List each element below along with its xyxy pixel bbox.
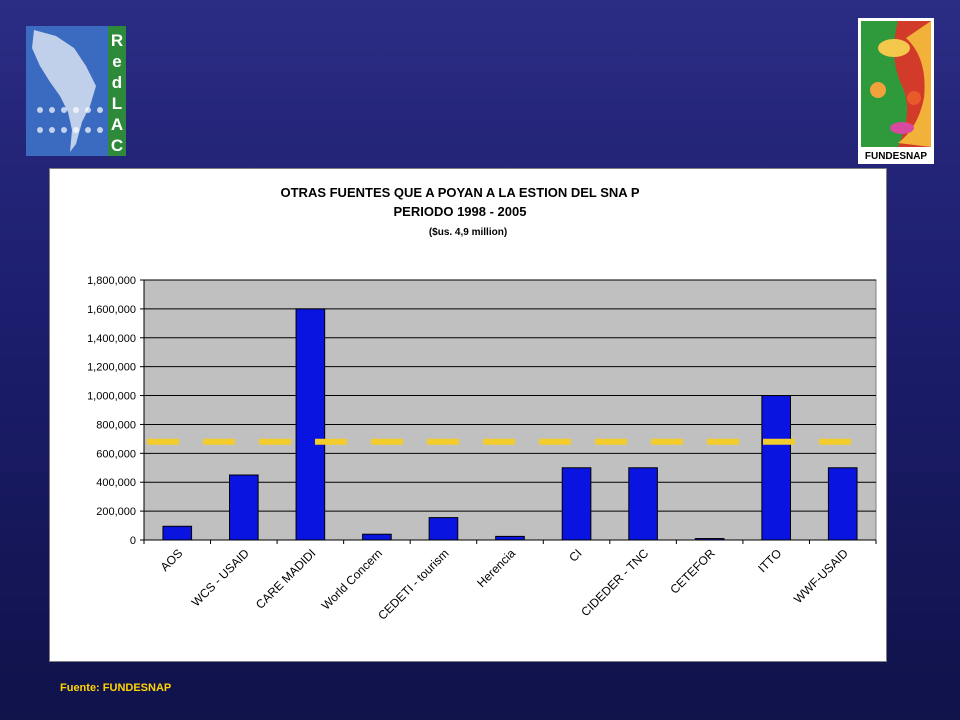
y-tick-label: 1,200,000 [87,362,136,374]
bar-5 [428,517,459,541]
x-tick-label: Herencia [474,546,518,590]
x-tick-label: ITTO [755,546,784,575]
y-tick-label: 0 [130,535,136,547]
y-tick-label: 400,000 [96,477,136,489]
y-tick-label: 1,600,000 [87,304,136,316]
chart-subtitle-2: ($us. 4,9 million) [429,227,507,238]
bar-4 [362,533,392,541]
y-tick-label: 1,400,000 [87,333,136,345]
y-tick-label: 200,000 [96,506,136,518]
y-tick-label: 1,000,000 [87,391,136,403]
chart-title: OTRAS FUENTES QUE A POYAN A LA ESTION DE… [281,185,640,200]
bar-8 [628,467,658,541]
chart-subtitle: PERIODO 1998 - 2005 [394,204,527,219]
x-tick-label: World Concern [319,546,385,612]
bar-2 [229,474,259,541]
x-tick-label: CIDEDER - TNC [578,546,651,619]
bar-chart: OTRAS FUENTES QUE A POYAN A LA ESTION DE… [87,185,877,623]
y-tick-label: 600,000 [96,448,136,460]
x-tick-label: WWF-USAID [791,546,851,606]
bar-3 [295,308,326,541]
fundesnap-logo: FUNDESNAP [858,18,934,164]
svg-text:FUNDESNAP: FUNDESNAP [865,151,928,162]
chart-panel: OTRAS FUENTES QUE A POYAN A LA ESTION DE… [49,168,887,662]
x-tick-label: AOS [158,546,186,574]
x-tick-label: CI [566,546,584,564]
bar-11 [827,467,858,541]
bar-10 [761,395,791,541]
source-note: Fuente: FUNDESNAP [60,682,172,694]
x-tick-label: CETEFOR [667,546,718,597]
y-tick-label: 1,800,000 [87,275,136,287]
x-tick-label: CEDETI - tourism [375,546,451,622]
bar-6 [495,535,525,541]
x-tick-label: WCS - USAID [189,546,252,609]
x-tick-label: CARE MADIDI [253,546,319,612]
bar-1 [162,525,193,541]
y-tick-label: 800,000 [96,419,136,431]
bar-9 [694,538,725,541]
bar-7 [561,467,592,541]
